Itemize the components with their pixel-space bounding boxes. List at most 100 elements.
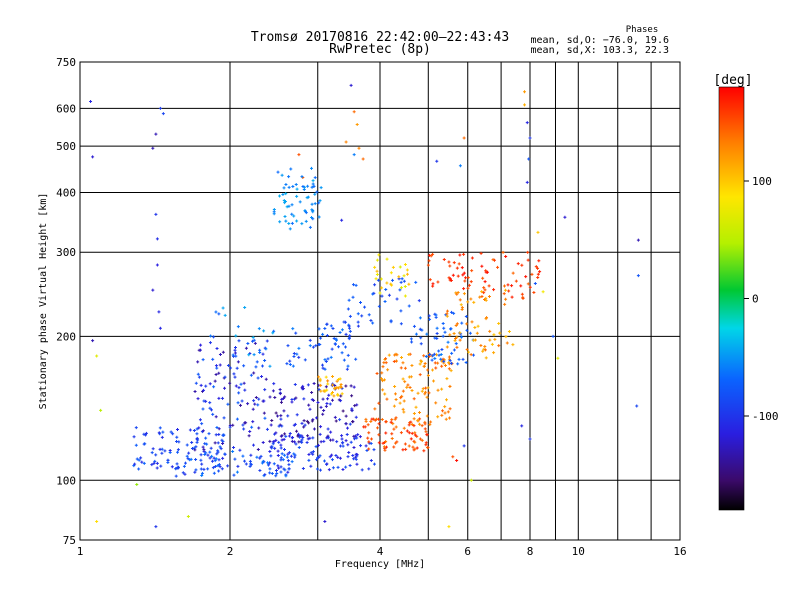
data-point — [263, 473, 267, 477]
data-point — [406, 383, 410, 387]
data-point — [399, 396, 403, 400]
data-point — [439, 357, 443, 361]
data-point — [405, 385, 409, 389]
data-point — [282, 467, 286, 471]
data-point — [307, 458, 311, 462]
data-point — [291, 327, 295, 331]
data-point — [239, 382, 243, 386]
data-point — [456, 274, 460, 278]
data-point — [158, 447, 162, 451]
data-point — [276, 414, 280, 418]
data-point — [352, 446, 356, 450]
data-point — [182, 464, 186, 468]
data-point — [476, 324, 480, 328]
data-point — [307, 403, 311, 407]
data-point — [333, 342, 337, 346]
data-point — [290, 460, 294, 464]
data-point — [373, 418, 377, 422]
data-point — [439, 352, 443, 356]
data-point — [383, 448, 387, 452]
data-point — [377, 304, 381, 308]
data-point — [186, 457, 190, 461]
data-point — [276, 453, 280, 457]
data-point — [436, 280, 440, 284]
data-point — [347, 324, 351, 328]
data-point — [381, 365, 385, 369]
data-point — [374, 277, 378, 281]
data-point — [367, 431, 371, 435]
data-point — [556, 356, 560, 360]
data-point — [89, 100, 93, 104]
data-point — [386, 368, 390, 372]
data-point — [319, 389, 323, 393]
data-point — [380, 294, 384, 298]
data-point — [330, 392, 334, 396]
data-point — [456, 362, 460, 366]
data-point — [309, 464, 313, 468]
data-point — [408, 421, 412, 425]
data-point — [250, 425, 254, 429]
data-point — [418, 422, 422, 426]
data-point — [232, 446, 236, 450]
data-point — [208, 456, 212, 460]
data-point — [183, 461, 187, 465]
data-point — [287, 451, 291, 455]
data-point — [341, 441, 345, 445]
data-point — [95, 354, 99, 358]
data-point — [424, 430, 428, 434]
data-point — [310, 398, 314, 402]
data-point — [284, 473, 288, 477]
data-point — [277, 424, 281, 428]
data-point — [425, 433, 429, 437]
data-point — [318, 468, 322, 472]
data-point — [161, 430, 165, 434]
data-point — [455, 345, 459, 349]
data-point — [426, 263, 430, 267]
data-point — [427, 259, 431, 263]
data-point — [447, 260, 451, 264]
data-point — [537, 259, 541, 263]
data-point — [414, 405, 418, 409]
data-point — [455, 292, 459, 296]
data-point — [458, 338, 462, 342]
data-point — [410, 340, 414, 344]
data-point — [340, 437, 344, 441]
data-point — [228, 381, 232, 385]
data-point — [262, 399, 266, 403]
data-point — [248, 459, 252, 463]
data-point — [234, 354, 238, 358]
data-point — [277, 440, 281, 444]
data-point — [226, 364, 230, 368]
data-point — [351, 283, 355, 287]
data-point — [301, 435, 305, 439]
data-point — [273, 446, 277, 450]
data-point — [336, 377, 340, 381]
data-point — [384, 361, 388, 365]
data-point — [311, 452, 315, 456]
data-point — [214, 433, 218, 437]
data-point — [538, 270, 542, 274]
data-point — [326, 379, 330, 383]
data-point — [442, 359, 446, 363]
data-point — [211, 466, 215, 470]
data-point — [283, 215, 287, 219]
data-point — [510, 284, 514, 288]
data-point — [288, 362, 292, 366]
data-point — [310, 208, 314, 212]
data-point — [393, 353, 397, 357]
data-point — [436, 388, 440, 392]
data-point — [174, 466, 178, 470]
data-point — [324, 404, 328, 408]
data-point — [212, 471, 216, 475]
data-point — [423, 361, 427, 365]
data-point — [272, 212, 276, 216]
data-point — [409, 375, 413, 379]
data-point — [460, 306, 464, 310]
data-point — [199, 383, 203, 387]
data-point — [383, 300, 387, 304]
data-point — [280, 173, 284, 177]
data-point — [265, 339, 269, 343]
data-point — [414, 332, 418, 336]
data-point — [397, 275, 401, 279]
data-point — [154, 453, 158, 457]
